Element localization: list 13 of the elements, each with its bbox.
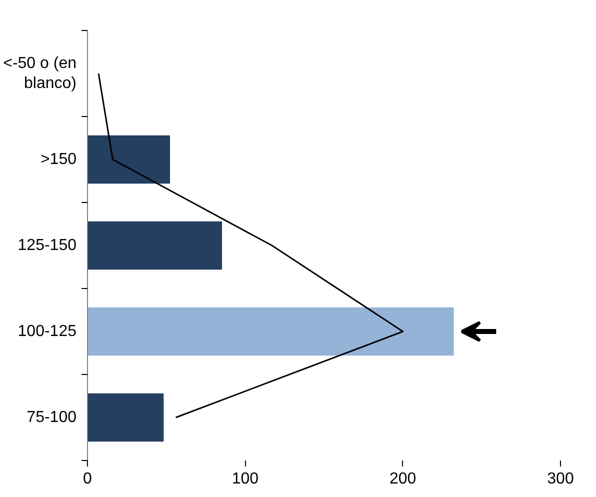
x-tick-label: 300: [547, 470, 574, 488]
y-tick-label: 100-125: [18, 323, 77, 340]
y-tick-label: <-50 o (en blanco): [3, 54, 77, 92]
y-tick-label: >150: [40, 151, 77, 168]
x-tick-label: 100: [232, 470, 259, 488]
bar: [88, 393, 164, 442]
x-tick-label: 0: [83, 470, 92, 488]
y-tick-label: 125-150: [18, 237, 77, 254]
x-tick-label: 200: [389, 470, 416, 488]
bar: [88, 135, 170, 184]
bar: [88, 221, 222, 270]
bar: [88, 307, 454, 356]
y-tick-label: 75-100: [26, 409, 77, 426]
